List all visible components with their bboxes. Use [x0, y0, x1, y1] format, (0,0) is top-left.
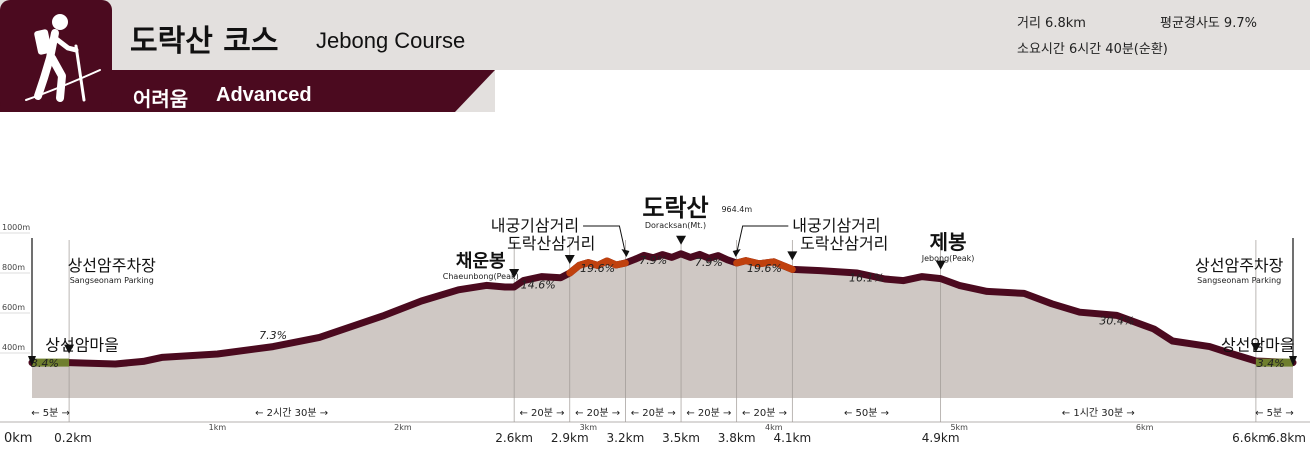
km-tick-label: 2km [394, 423, 412, 432]
slope-label: 19.6% [580, 262, 615, 275]
distance-label: 6.6km [1232, 431, 1270, 445]
time-label: ← 20분 → [686, 407, 731, 419]
distance-label: 2.9km [551, 431, 589, 445]
slope-label: 7.3% [259, 329, 287, 342]
slope-label: 19.6% [747, 262, 782, 275]
avg-slope-stat: 평균경사도 9.7% [1160, 16, 1257, 31]
place-label: 내궁기삼거리 [491, 216, 579, 235]
time-label: ← 20분 → [742, 407, 787, 419]
marker-arrow-icon [564, 255, 575, 264]
distance-label: 4.9km [922, 431, 960, 445]
time-label: ← 2시간 30분 → [255, 407, 328, 419]
time-label: ← 20분 → [631, 407, 676, 419]
slope-label: 3.4% [1257, 357, 1285, 370]
y-tick-label: 800m [2, 263, 25, 272]
place-label: 상선암주차장 [1195, 256, 1284, 275]
slope-label: 3.4% [31, 357, 59, 370]
elevation-chart: 400m 600m 800m 1000m 3.4% 7.3% 14.6% 19.6% 7.9% 7… [0, 112, 1310, 446]
place-label: 도락산 [642, 194, 708, 222]
duration-stat: 소요시간 6시간 40분(순환) [1017, 42, 1168, 57]
place-label-english: Sangseonam Parking [1197, 276, 1281, 285]
distance-label: 3.2km [607, 431, 645, 445]
hiker-badge [0, 0, 112, 112]
time-label: ← 20분 → [519, 407, 564, 419]
y-tick-label: 600m [2, 303, 25, 312]
marker-arrow-icon [732, 249, 741, 257]
marker-arrow-icon [64, 344, 75, 354]
marker-arrow-icon [509, 269, 520, 278]
course-header: 도락산 코스 Jebong Course 어려움 Advanced 거리 6.8… [0, 0, 1310, 112]
km-tick-label: 4km [765, 423, 783, 432]
marker-arrow-icon [787, 251, 798, 261]
y-tick-label: 1000m [2, 223, 30, 232]
elevation-profile-line [28, 250, 1297, 368]
place-label: 내궁기삼거리 [792, 216, 880, 235]
place-label: 제봉 [930, 230, 967, 254]
flat-end-section [32, 358, 70, 367]
distance-label: 0km [4, 431, 32, 446]
km-tick-label: 6km [1136, 423, 1154, 432]
time-label: ← 5분 → [1255, 407, 1294, 419]
time-label: ← 50분 → [844, 407, 889, 419]
marker-arrow-icon [621, 249, 630, 257]
km-tick-label: 5km [950, 423, 968, 432]
slope-label: 14.6% [521, 279, 556, 292]
place-label: 도락산삼거리 [507, 234, 595, 253]
flat-end-section [1255, 358, 1293, 367]
place-label-english: Chaeunbong(Peak) [443, 272, 519, 281]
place-label-english: Doracksan(Mt.) [645, 221, 706, 230]
elevation-profile-svg: 400m 600m 800m 1000m 3.4% 7.3% 14.6% 19.6% 7.9% 7… [0, 194, 1310, 446]
marker-arrow-icon [28, 356, 36, 366]
km-tick-label: 1km [209, 423, 227, 432]
marker-arrow-icon [1250, 343, 1261, 352]
place-label: 상선암마을 [45, 336, 119, 355]
slope-label: 30.4% [1099, 315, 1134, 328]
marker-arrow-icon [1289, 356, 1297, 366]
km-tick-label: 3km [580, 423, 598, 432]
place-label: 상선암주차장 [68, 256, 157, 275]
difficulty-label-english: Advanced [216, 84, 312, 106]
distance-stat: 거리 6.8km [1017, 16, 1086, 31]
course-title: 도락산 코스 [130, 24, 279, 59]
marker-arrow-icon [676, 235, 687, 245]
distance-label: 4.1km [773, 431, 811, 445]
distance-label: 3.5km [662, 431, 700, 445]
distance-label: 6.8km [1268, 431, 1306, 445]
hiker-icon [25, 14, 101, 102]
place-label: 채운봉 [456, 251, 506, 272]
place-label-english: Sangseonam Parking [70, 276, 154, 285]
steep-section-highlight [566, 257, 629, 277]
difficulty-band [0, 70, 495, 112]
time-label: ← 1시간 30분 → [1062, 407, 1135, 419]
leader-line [583, 225, 626, 254]
distance-label: 2.6km [495, 431, 533, 445]
place-label: 도락산삼거리 [800, 234, 888, 253]
course-title-english: Jebong Course [316, 28, 466, 53]
slope-label: 7.9% [695, 256, 723, 269]
leader-line [736, 225, 789, 254]
time-label: ← 20분 → [575, 407, 620, 419]
distance-label: 0.2km [54, 431, 92, 445]
distance-label: 3.8km [718, 431, 756, 445]
difficulty-label: 어려움 [133, 87, 189, 111]
summit-height-label: 964.4m [721, 205, 752, 214]
y-tick-label: 400m [2, 343, 25, 352]
time-label: ← 5분 → [31, 407, 70, 419]
marker-arrow-icon [935, 260, 946, 270]
header-background [0, 0, 1310, 112]
place-label-english: Jebong(Peak) [921, 254, 975, 263]
slope-label: 16.1% [849, 271, 884, 284]
slope-label: 7.9% [639, 254, 667, 267]
steep-section-highlight [733, 257, 796, 273]
